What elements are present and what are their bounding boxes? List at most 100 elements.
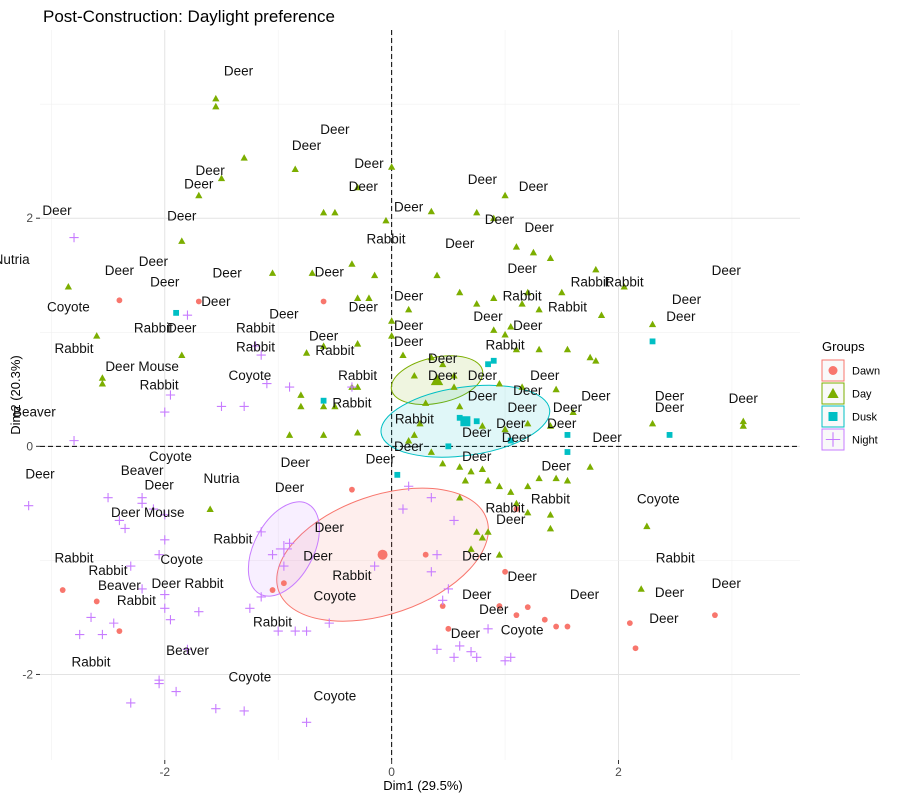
data-point <box>478 465 487 473</box>
data-point <box>308 269 316 276</box>
point-label: Deer <box>320 122 350 137</box>
data-point <box>290 626 300 636</box>
point-label: Deer <box>513 318 543 333</box>
data-point <box>426 493 436 503</box>
data-point <box>69 435 79 446</box>
data-point <box>564 623 571 630</box>
data-point <box>116 297 123 304</box>
data-point <box>195 191 203 199</box>
data-point <box>546 254 555 262</box>
point-label: Deer <box>394 318 424 333</box>
data-point <box>24 501 34 511</box>
data-point <box>262 378 272 389</box>
point-label: Deer <box>167 320 197 335</box>
data-point <box>324 618 334 628</box>
data-point <box>93 332 101 339</box>
y-tick-label: 2 <box>26 211 33 225</box>
data-point <box>666 432 673 438</box>
point-label: Beaver <box>166 643 209 658</box>
legend-title: Groups <box>822 339 865 354</box>
point-label: Deer <box>502 430 532 445</box>
data-point <box>524 508 532 516</box>
point-label: Rabbit <box>253 615 292 630</box>
point-label: Deer <box>547 416 577 431</box>
point-label: Deer <box>485 212 515 227</box>
data-point <box>382 216 390 224</box>
data-point <box>592 265 600 273</box>
point-label: Deer <box>292 138 322 153</box>
data-point <box>553 623 560 630</box>
data-point <box>369 561 380 571</box>
data-point <box>439 603 446 609</box>
data-point <box>449 652 459 662</box>
point-label: Deer <box>468 389 498 404</box>
legend-label-night: Night <box>852 435 878 447</box>
data-point <box>524 604 531 611</box>
group-mean-point <box>460 416 471 427</box>
point-label: Deer <box>451 626 481 641</box>
series-day <box>64 94 747 592</box>
point-label: Deer <box>649 611 679 626</box>
data-point <box>586 463 594 470</box>
data-point <box>319 431 328 438</box>
legend-marker-dawn <box>828 366 838 375</box>
point-label: Deer Mouse <box>105 359 179 374</box>
data-point <box>506 652 516 662</box>
data-point <box>450 383 458 390</box>
data-point <box>98 379 107 387</box>
group-mean-point <box>275 540 292 557</box>
data-point <box>643 522 651 530</box>
data-point <box>154 678 164 689</box>
data-point <box>518 383 526 390</box>
point-label: Rabbit <box>72 654 111 669</box>
point-label: Rabbit <box>332 568 371 583</box>
point-label: Deer <box>462 587 492 602</box>
data-point <box>194 607 204 617</box>
point-label: Deer <box>184 177 214 192</box>
point-label: Rabbit <box>486 337 525 352</box>
point-label: Rabbit <box>134 320 173 335</box>
point-label: Deer <box>281 455 311 470</box>
point-label: Deer <box>479 602 509 617</box>
data-point <box>165 615 176 625</box>
point-label: Deer <box>507 569 537 584</box>
data-point <box>280 580 287 587</box>
point-label: Nutria <box>0 252 30 267</box>
data-point <box>546 511 555 518</box>
data-point <box>319 402 328 410</box>
point-label: Deer <box>303 548 333 563</box>
data-point <box>426 567 436 577</box>
point-label: Deer <box>672 292 702 307</box>
data-point <box>648 320 657 328</box>
data-point <box>564 432 571 438</box>
data-point <box>512 345 521 353</box>
data-point <box>490 357 497 364</box>
data-point <box>404 481 414 491</box>
data-point <box>256 592 266 602</box>
data-point <box>456 288 464 296</box>
data-point <box>268 269 277 276</box>
data-point <box>217 174 226 182</box>
data-point <box>478 533 487 541</box>
legend-label-dawn: Dawn <box>852 366 880 378</box>
point-label: Rabbit <box>140 377 179 392</box>
data-point <box>353 429 362 436</box>
legend-marker-day <box>827 387 839 398</box>
point-label: Deer <box>224 64 254 79</box>
data-point <box>502 568 508 575</box>
point-label: Deer <box>496 512 526 527</box>
point-label: Deer <box>729 391 759 406</box>
data-point <box>427 207 435 215</box>
data-point <box>347 382 357 392</box>
data-point <box>564 449 571 455</box>
point-label: Rabbit <box>503 288 542 303</box>
series-night <box>24 232 516 727</box>
data-point <box>394 471 401 478</box>
data-point <box>513 506 520 512</box>
point-label: Rabbit <box>315 343 354 358</box>
x-tick-label: 2 <box>615 765 622 779</box>
data-point <box>171 686 181 697</box>
data-point <box>456 414 463 421</box>
data-point <box>632 645 639 652</box>
data-point <box>216 401 227 412</box>
